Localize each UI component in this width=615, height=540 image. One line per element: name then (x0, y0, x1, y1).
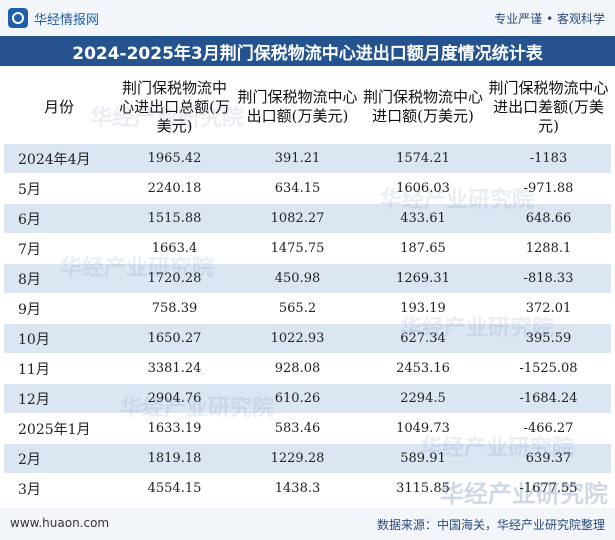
slogan: 专业严谨 • 客观科学 (494, 12, 605, 26)
cell-month: 6月 (4, 203, 114, 234)
cell-total: 2904.76 (114, 383, 235, 414)
cell-export: 565.2 (235, 293, 360, 324)
table-row: 2025年1月 1633.19 583.46 1049.73 -466.27 (4, 413, 611, 444)
cell-balance: -971.88 (486, 173, 611, 204)
cell-balance: -818.33 (486, 263, 611, 294)
cell-total: 1720.28 (114, 263, 235, 294)
cell-balance: -466.27 (486, 413, 611, 444)
top-bar: 华经情报网 专业严谨 • 客观科学 (0, 0, 615, 36)
table-row: 5月 2240.18 634.15 1606.03 -971.88 (4, 173, 611, 204)
cell-export: 1082.27 (235, 203, 360, 234)
cell-balance: -1684.24 (486, 383, 611, 414)
cell-import: 627.34 (360, 323, 486, 354)
data-table: 月份 荆门保税物流中心进出口总额(万美元) 荆门保税物流中心出口额(万美元) 荆… (4, 70, 611, 504)
cell-import: 1574.21 (360, 144, 486, 174)
cell-import: 1269.31 (360, 263, 486, 294)
cell-month: 2025年1月 (4, 413, 114, 444)
logo-icon (8, 8, 28, 28)
cell-export: 1022.93 (235, 323, 360, 354)
cell-total: 758.39 (114, 293, 235, 324)
cell-balance: -1677.55 (486, 473, 611, 504)
logo-text: 华经情报网 (34, 12, 100, 28)
cell-month: 12月 (4, 383, 114, 414)
cell-total: 4554.15 (114, 473, 235, 504)
footer: www.huaon.com 数据来源：中国海关，华经产业研究院整理 (0, 508, 615, 540)
cell-balance: 395.59 (486, 323, 611, 354)
cell-month: 2月 (4, 443, 114, 474)
cell-export: 610.26 (235, 383, 360, 414)
page-title: 2024-2025年3月荆门保税物流中心进出口额月度情况统计表 (72, 43, 543, 64)
table-row: 8月 1720.28 450.98 1269.31 -818.33 (4, 263, 611, 294)
cell-balance: -1183 (486, 144, 611, 174)
cell-total: 1819.18 (114, 443, 235, 474)
cell-month: 8月 (4, 263, 114, 294)
cell-month: 10月 (4, 323, 114, 354)
cell-import: 589.91 (360, 443, 486, 474)
table-row: 11月 3381.24 928.08 2453.16 -1525.08 (4, 353, 611, 384)
cell-month: 7月 (4, 233, 114, 264)
table-row: 3月 4554.15 1438.3 3115.85 -1677.55 (4, 473, 611, 504)
cell-import: 2294.5 (360, 383, 486, 414)
logo: 华经情报网 (8, 8, 99, 28)
data-source: 数据来源：中国海关，华经产业研究院整理 (376, 518, 605, 532)
column-header-import: 荆门保税物流中心进口额(万美元) (362, 88, 483, 125)
site-url: www.huaon.com (10, 516, 110, 530)
cell-export: 450.98 (235, 263, 360, 294)
cell-total: 3381.24 (114, 353, 235, 384)
table-header-row: 月份 荆门保税物流中心进出口总额(万美元) 荆门保税物流中心出口额(万美元) 荆… (4, 70, 611, 144)
cell-import: 193.19 (360, 293, 486, 324)
table-row: 9月 758.39 565.2 193.19 372.01 (4, 293, 611, 324)
table-row: 7月 1663.4 1475.75 187.65 1288.1 (4, 233, 611, 264)
cell-export: 391.21 (235, 144, 360, 174)
cell-month: 2024年4月 (4, 144, 114, 174)
cell-import: 433.61 (360, 203, 486, 234)
cell-total: 1633.19 (114, 413, 235, 444)
title-bar: 2024-2025年3月荆门保税物流中心进出口额月度情况统计表 (0, 36, 615, 66)
cell-import: 1049.73 (360, 413, 486, 444)
column-header-export: 荆门保税物流中心出口额(万美元) (237, 88, 358, 125)
cell-balance: 648.66 (486, 203, 611, 234)
cell-month: 9月 (4, 293, 114, 324)
table-row: 2月 1819.18 1229.28 589.91 639.37 (4, 443, 611, 474)
column-header-balance: 荆门保税物流中心进出口差额(万美元) (488, 78, 609, 135)
cell-total: 1663.4 (114, 233, 235, 264)
cell-export: 1438.3 (235, 473, 360, 504)
cell-total: 1650.27 (114, 323, 235, 354)
table-row: 2024年4月 1965.42 391.21 1574.21 -1183 (4, 144, 611, 174)
cell-balance: 639.37 (486, 443, 611, 474)
cell-export: 634.15 (235, 173, 360, 204)
cell-export: 583.46 (235, 413, 360, 444)
cell-balance: 372.01 (486, 293, 611, 324)
table-row: 6月 1515.88 1082.27 433.61 648.66 (4, 203, 611, 234)
cell-month: 3月 (4, 473, 114, 504)
cell-total: 2240.18 (114, 173, 235, 204)
cell-import: 187.65 (360, 233, 486, 264)
cell-import: 2453.16 (360, 353, 486, 384)
column-header-total: 荆门保税物流中心进出口总额(万美元) (119, 78, 230, 135)
cell-export: 1475.75 (235, 233, 360, 264)
cell-export: 928.08 (235, 353, 360, 384)
table-row: 12月 2904.76 610.26 2294.5 -1684.24 (4, 383, 611, 414)
cell-export: 1229.28 (235, 443, 360, 474)
cell-balance: 1288.1 (486, 233, 611, 264)
cell-total: 1515.88 (114, 203, 235, 234)
table-row: 10月 1650.27 1022.93 627.34 395.59 (4, 323, 611, 354)
cell-total: 1965.42 (114, 144, 235, 174)
cell-month: 11月 (4, 353, 114, 384)
cell-month: 5月 (4, 173, 114, 204)
cell-balance: -1525.08 (486, 353, 611, 384)
cell-import: 3115.85 (360, 473, 486, 504)
cell-import: 1606.03 (360, 173, 486, 204)
column-header-month: 月份 (43, 97, 74, 116)
